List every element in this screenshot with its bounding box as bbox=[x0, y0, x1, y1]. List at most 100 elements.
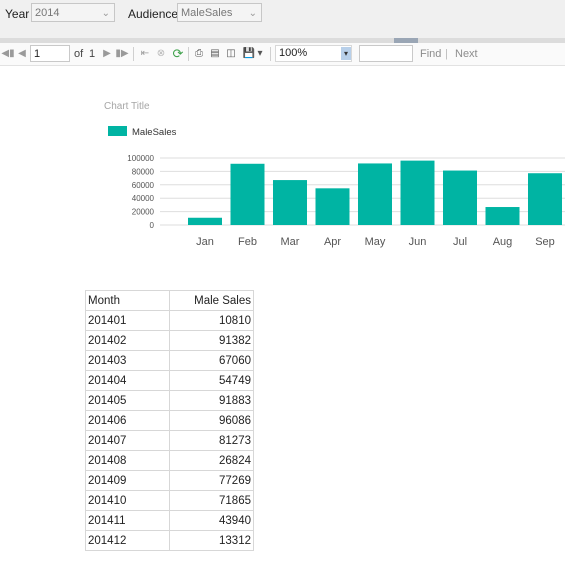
print-icon[interactable]: ⎙ bbox=[195, 48, 203, 59]
table-row: 201406 96086 bbox=[85, 410, 254, 431]
male-sales-cell: 77269 bbox=[169, 470, 254, 491]
column-header-male-sales: Male Sales bbox=[169, 290, 254, 311]
total-pages: 1 bbox=[89, 48, 96, 60]
y-tick-label: 80000 bbox=[132, 167, 155, 176]
male-sales-cell: 91883 bbox=[169, 390, 254, 411]
parameter-bar: Year 2014 ⌄ Audience MaleSales ⌄ bbox=[0, 0, 565, 38]
audience-label: Audience bbox=[128, 7, 179, 21]
parameter-bar-divider bbox=[0, 38, 565, 43]
next-link[interactable]: Next bbox=[455, 48, 478, 60]
bar bbox=[188, 217, 222, 225]
of-label: of bbox=[74, 48, 84, 60]
toolbar-divider bbox=[188, 47, 189, 61]
zoom-value: 100% bbox=[279, 47, 308, 59]
bar bbox=[528, 173, 562, 225]
y-tick-label: 20000 bbox=[132, 208, 155, 217]
x-axis: Jan Feb Mar Apr May Jun Jul Aug Sep bbox=[196, 236, 555, 248]
y-tick-label: 60000 bbox=[132, 181, 155, 190]
male-sales-cell: 67060 bbox=[169, 350, 254, 371]
bar bbox=[230, 163, 265, 225]
male-sales-cell: 26824 bbox=[169, 450, 254, 471]
chart-bars bbox=[188, 160, 562, 225]
male-sales-cell: 71865 bbox=[169, 490, 254, 511]
male-sales-cell: 54749 bbox=[169, 370, 254, 391]
bar bbox=[400, 160, 435, 225]
find-separator: | bbox=[445, 48, 448, 60]
month-cell: 201402 bbox=[85, 330, 170, 351]
table-row: 201403 67060 bbox=[85, 350, 254, 371]
table-row: 201411 43940 bbox=[85, 510, 254, 531]
print-layout-icon[interactable]: ▤ bbox=[210, 48, 220, 59]
year-select-value: 2014 bbox=[35, 7, 60, 19]
month-cell: 201412 bbox=[85, 530, 170, 551]
first-page-icon[interactable]: ◀▮ bbox=[1, 48, 15, 59]
report-toolbar: ◀▮ ◀ of 1 ▶ ▮▶ ⇤ ⊗ ⟳ ⎙ ▤ ◫ 💾 ▾ 100% ▾ Fi… bbox=[0, 43, 565, 66]
bar bbox=[485, 207, 520, 225]
month-cell: 201405 bbox=[85, 390, 170, 411]
audience-select-value: MaleSales bbox=[181, 7, 233, 19]
table-header-row: Month Male Sales bbox=[85, 290, 254, 311]
sales-table: Month Male Sales 201401 10810 201402 91382 2… bbox=[85, 290, 254, 551]
table-row: 201408 26824 bbox=[85, 450, 254, 471]
find-input[interactable] bbox=[359, 45, 413, 62]
month-cell: 201401 bbox=[85, 310, 170, 331]
toolbar-divider bbox=[270, 47, 271, 61]
male-sales-cell: 91382 bbox=[169, 330, 254, 351]
y-tick-label: 100000 bbox=[127, 154, 154, 163]
zoom-select[interactable]: 100% ▾ bbox=[275, 45, 352, 62]
month-cell: 201403 bbox=[85, 350, 170, 371]
bar bbox=[358, 163, 392, 225]
y-axis: 0 20000 40000 60000 80000 100000 bbox=[127, 154, 154, 230]
legend-label: MaleSales bbox=[132, 127, 177, 138]
page-number-input[interactable] bbox=[30, 45, 70, 62]
x-tick-label: Feb bbox=[238, 236, 257, 248]
month-cell: 201404 bbox=[85, 370, 170, 391]
table-row: 201402 91382 bbox=[85, 330, 254, 351]
export-dropdown-icon[interactable]: ▾ bbox=[257, 48, 263, 59]
year-select[interactable]: 2014 ⌄ bbox=[31, 3, 115, 22]
year-label: Year bbox=[5, 7, 30, 21]
male-sales-cell: 13312 bbox=[169, 530, 254, 551]
x-tick-label: Jan bbox=[196, 236, 214, 248]
back-icon[interactable]: ⇤ bbox=[140, 48, 150, 59]
bar bbox=[273, 180, 307, 225]
column-header-month: Month bbox=[85, 290, 170, 311]
find-link[interactable]: Find bbox=[420, 48, 442, 60]
x-tick-label: Sep bbox=[535, 236, 555, 248]
export-icon[interactable]: 💾 bbox=[242, 48, 256, 59]
x-tick-label: Mar bbox=[281, 236, 300, 248]
x-tick-label: May bbox=[365, 236, 386, 248]
x-tick-label: Jun bbox=[409, 236, 427, 248]
audience-select[interactable]: MaleSales ⌄ bbox=[177, 3, 262, 22]
collapse-handle[interactable] bbox=[394, 38, 418, 43]
month-cell: 201408 bbox=[85, 450, 170, 471]
month-cell: 201411 bbox=[85, 510, 170, 531]
y-tick-label: 40000 bbox=[132, 194, 155, 203]
previous-page-icon[interactable]: ◀ bbox=[18, 48, 26, 59]
x-tick-label: Apr bbox=[324, 236, 341, 248]
next-page-icon[interactable]: ▶ bbox=[103, 48, 111, 59]
chevron-down-icon: ▾ bbox=[341, 47, 351, 60]
table-row: 201409 77269 bbox=[85, 470, 254, 491]
x-tick-label: Aug bbox=[493, 236, 513, 248]
last-page-icon[interactable]: ▮▶ bbox=[115, 48, 129, 59]
chart-title: Chart Title bbox=[104, 101, 150, 112]
chevron-down-icon: ⌄ bbox=[248, 8, 257, 19]
month-cell: 201409 bbox=[85, 470, 170, 491]
month-cell: 201407 bbox=[85, 430, 170, 451]
chart-legend: MaleSales bbox=[108, 126, 177, 138]
chevron-down-icon: ⌄ bbox=[101, 8, 110, 19]
bar bbox=[443, 170, 477, 225]
x-tick-label: Jul bbox=[453, 236, 467, 248]
table-row: 201407 81273 bbox=[85, 430, 254, 451]
page-setup-icon[interactable]: ◫ bbox=[226, 48, 236, 59]
table-row: 201401 10810 bbox=[85, 310, 254, 331]
month-cell: 201410 bbox=[85, 490, 170, 511]
refresh-icon[interactable]: ⟳ bbox=[172, 46, 184, 61]
stop-icon[interactable]: ⊗ bbox=[156, 48, 166, 59]
table-row: 201404 54749 bbox=[85, 370, 254, 391]
table-row: 201412 13312 bbox=[85, 530, 254, 551]
bar bbox=[315, 188, 350, 225]
month-cell: 201406 bbox=[85, 410, 170, 431]
table-row: 201405 91883 bbox=[85, 390, 254, 411]
